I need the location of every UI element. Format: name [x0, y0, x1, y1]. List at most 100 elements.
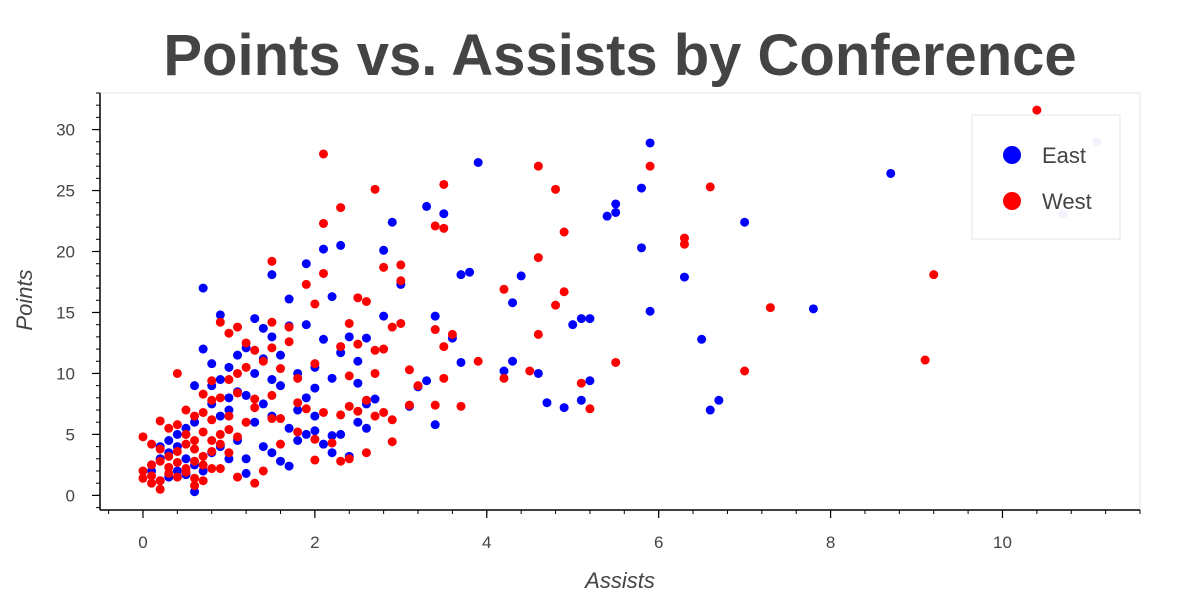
data-point — [267, 343, 277, 353]
data-point — [585, 376, 595, 386]
data-point — [533, 161, 543, 171]
data-point — [241, 362, 251, 372]
data-point — [327, 373, 337, 383]
data-point — [190, 436, 200, 445]
data-point — [258, 323, 268, 333]
data-point — [370, 184, 380, 194]
data-point — [456, 401, 466, 411]
data-point — [241, 468, 251, 478]
data-point — [258, 466, 268, 476]
data-point — [293, 427, 303, 437]
data-point — [886, 168, 896, 178]
chart-title: Points vs. Assists by Conference — [163, 23, 1076, 88]
data-point — [645, 306, 655, 316]
data-point — [551, 184, 561, 194]
data-point — [318, 439, 328, 449]
data-point — [181, 454, 191, 464]
data-point — [155, 484, 165, 494]
data-point — [318, 407, 328, 417]
data-point — [198, 476, 208, 486]
data-point — [568, 320, 578, 330]
data-point — [172, 429, 182, 439]
series-west — [138, 105, 1042, 494]
data-point — [611, 357, 621, 367]
data-point — [215, 310, 225, 320]
legend-marker — [1003, 192, 1021, 210]
legend-box — [971, 114, 1121, 240]
data-point — [679, 239, 689, 249]
data-point — [181, 439, 191, 449]
data-point — [370, 411, 380, 421]
data-point — [233, 432, 243, 442]
data-point — [207, 415, 217, 425]
data-point — [190, 411, 200, 421]
data-point — [318, 218, 328, 228]
data-point — [224, 362, 234, 372]
data-point — [293, 373, 303, 383]
legend-label: West — [1042, 189, 1092, 214]
data-point — [353, 339, 363, 349]
data-point — [198, 407, 208, 417]
data-point — [576, 395, 586, 405]
axes — [92, 92, 1141, 518]
data-point — [215, 375, 225, 385]
data-point — [585, 404, 595, 414]
data-point — [705, 405, 715, 415]
data-point — [499, 373, 509, 383]
data-point — [190, 481, 200, 491]
data-point — [147, 471, 157, 481]
data-point — [284, 423, 294, 433]
data-point — [190, 473, 200, 483]
data-point — [310, 299, 320, 309]
data-point — [224, 425, 234, 435]
data-point — [611, 199, 621, 209]
data-point — [198, 451, 208, 461]
data-point — [645, 138, 655, 148]
data-point — [679, 272, 689, 282]
data-point — [396, 260, 406, 270]
data-point — [379, 262, 389, 272]
data-point — [241, 417, 251, 427]
data-point — [233, 350, 243, 360]
data-point — [190, 381, 200, 391]
data-point — [361, 395, 371, 405]
x-axis-label: Assists — [583, 568, 655, 593]
data-point — [172, 420, 182, 430]
data-point — [508, 356, 518, 366]
data-point — [258, 356, 268, 366]
data-point — [336, 410, 346, 420]
data-point — [250, 394, 260, 404]
data-point — [327, 292, 337, 302]
data-point — [198, 389, 208, 399]
x-tick-label: 6 — [654, 533, 663, 552]
data-point — [559, 403, 569, 413]
data-point — [353, 417, 363, 427]
data-point — [336, 203, 346, 213]
data-point — [344, 332, 354, 342]
data-point — [645, 161, 655, 171]
data-point — [310, 383, 320, 393]
data-point — [267, 256, 277, 266]
data-point — [267, 270, 277, 280]
data-point — [344, 401, 354, 411]
data-point — [275, 364, 285, 374]
data-point — [576, 314, 586, 324]
data-point — [765, 303, 775, 313]
y-tick-label: 0 — [66, 486, 75, 505]
data-point — [379, 344, 389, 354]
y-tick-label: 25 — [56, 182, 75, 201]
data-point — [198, 460, 208, 470]
data-point — [439, 179, 449, 189]
data-point — [215, 429, 225, 439]
data-point — [361, 448, 371, 458]
data-point — [155, 444, 165, 454]
data-point — [1032, 105, 1042, 115]
data-point — [207, 464, 217, 474]
data-point — [301, 259, 311, 269]
data-point — [525, 366, 535, 376]
data-point — [215, 393, 225, 403]
data-point — [301, 404, 311, 414]
data-point — [370, 368, 380, 378]
data-point — [379, 245, 389, 255]
data-point — [379, 311, 389, 321]
